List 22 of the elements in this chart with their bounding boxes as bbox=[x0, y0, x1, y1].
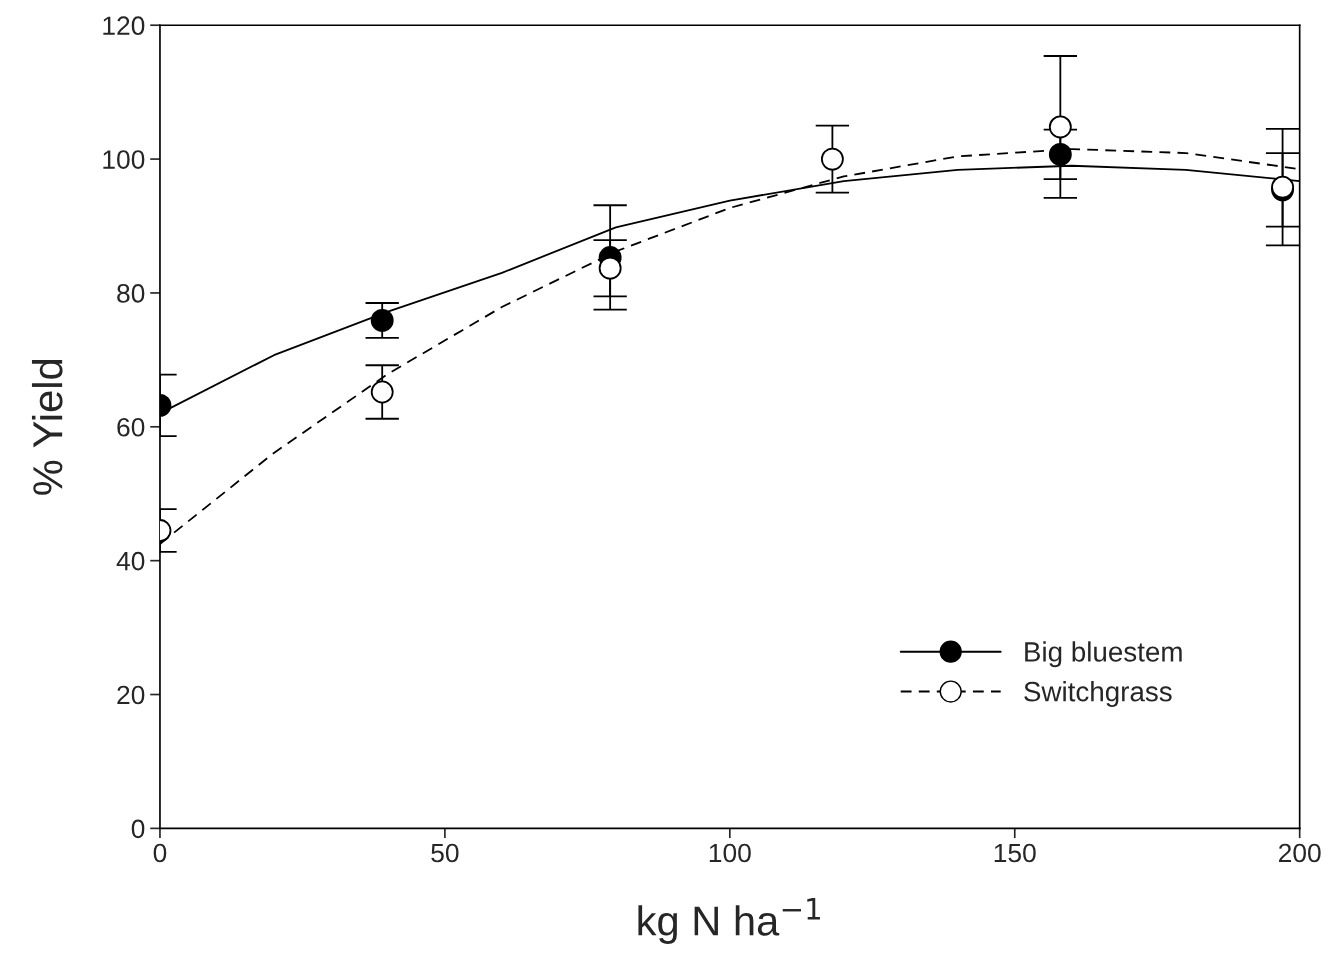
y-tick-label: 60 bbox=[117, 417, 145, 437]
legend-label: Switchgrass bbox=[1024, 681, 1172, 707]
point bbox=[598, 256, 622, 280]
y-axis-title: % Yield bbox=[31, 359, 63, 495]
y-tick-label: 120 bbox=[103, 16, 145, 36]
x-tick-label: 50 bbox=[431, 843, 459, 863]
x-tick-label: 200 bbox=[1278, 843, 1321, 863]
legend-label: Big bluestem bbox=[1025, 641, 1182, 668]
x-tick-label: 150 bbox=[994, 843, 1036, 863]
x-tick-label: 0 bbox=[153, 843, 167, 863]
y-tick-label: 40 bbox=[116, 551, 145, 571]
point bbox=[1048, 115, 1072, 139]
point bbox=[820, 147, 844, 171]
x-tick-label: 100 bbox=[709, 843, 751, 863]
y-tick-label: 0 bbox=[131, 819, 145, 839]
y-tick-label: 100 bbox=[103, 150, 145, 169]
y-tick-label: 20 bbox=[117, 685, 145, 705]
point bbox=[370, 380, 394, 404]
y-tick-label: 80 bbox=[117, 284, 145, 303]
x-axis-title: kg N ha$^{−1}$ bbox=[638, 898, 820, 944]
point bbox=[1048, 142, 1072, 166]
point bbox=[370, 308, 394, 332]
